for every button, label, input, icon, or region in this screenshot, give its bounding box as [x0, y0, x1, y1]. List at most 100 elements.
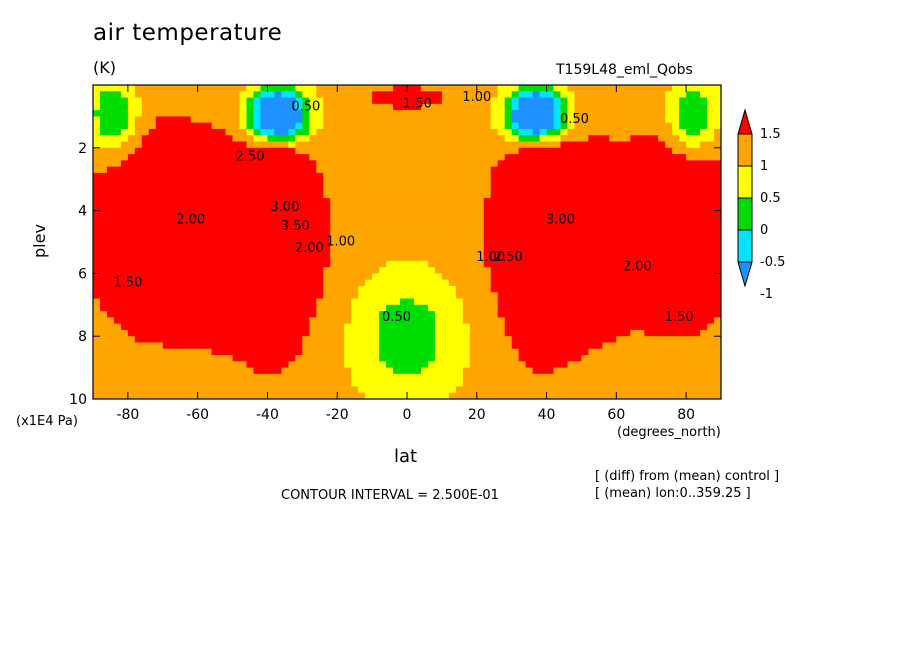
field-cell	[253, 122, 262, 130]
field-cell	[630, 154, 638, 161]
field-cell	[553, 210, 562, 218]
field-cell	[407, 367, 415, 375]
field-cell	[462, 267, 471, 274]
field-cell	[330, 386, 338, 394]
field-cell	[490, 298, 499, 306]
field-cell	[686, 198, 694, 205]
field-cell	[630, 298, 638, 306]
field-cell	[581, 128, 590, 136]
field-cell	[707, 85, 715, 92]
field-cell	[707, 386, 715, 394]
field-cell	[413, 342, 422, 350]
field-cell	[393, 160, 401, 168]
field-cell	[267, 160, 276, 168]
field-cell	[413, 355, 422, 362]
field-cell	[679, 298, 687, 306]
field-cell	[127, 273, 136, 281]
field-cell	[553, 342, 562, 350]
field-cell	[679, 273, 687, 281]
field-cell	[120, 260, 129, 268]
field-cell	[190, 304, 199, 312]
field-cell	[183, 254, 192, 262]
field-cell	[232, 160, 241, 168]
field-cell	[127, 348, 136, 356]
field-cell	[462, 85, 471, 92]
field-cell	[427, 210, 436, 218]
field-cell	[497, 91, 506, 99]
field-cell	[218, 216, 227, 224]
field-cell	[609, 267, 617, 274]
field-cell	[476, 128, 485, 136]
field-cell	[539, 348, 548, 356]
field-cell	[630, 128, 638, 136]
field-cell	[532, 179, 541, 187]
field-cell	[148, 141, 157, 149]
field-cell	[658, 373, 666, 381]
field-cell	[616, 85, 624, 92]
field-cell	[176, 185, 185, 193]
field-cell	[651, 198, 659, 205]
field-cell	[532, 348, 541, 356]
field-cell	[302, 317, 310, 325]
field-cell	[588, 191, 596, 199]
field-cell	[427, 160, 436, 168]
field-cell	[490, 116, 499, 124]
field-cell	[253, 97, 262, 105]
field-cell	[274, 373, 282, 381]
field-cell	[344, 392, 352, 399]
field-cell	[260, 122, 269, 130]
field-cell	[169, 380, 178, 388]
field-cell	[267, 323, 276, 331]
field-cell	[567, 179, 576, 187]
field-cell	[211, 160, 220, 168]
field-cell	[644, 85, 652, 92]
field-cell	[490, 367, 499, 375]
field-cell	[567, 348, 576, 356]
field-cell	[344, 185, 352, 193]
field-cell	[253, 179, 262, 187]
field-cell	[246, 166, 255, 174]
field-cell	[169, 166, 178, 174]
field-cell	[511, 386, 520, 394]
field-cell	[190, 216, 199, 224]
field-cell	[225, 285, 234, 293]
field-cell	[197, 116, 206, 124]
field-cell	[183, 235, 192, 243]
field-cell	[644, 235, 652, 243]
field-cell	[169, 103, 178, 111]
field-cell	[490, 336, 499, 344]
field-cell	[476, 373, 485, 381]
field-cell	[155, 116, 164, 124]
field-cell	[225, 191, 234, 199]
field-cell	[225, 85, 234, 92]
field-cell	[567, 355, 576, 362]
field-cell	[448, 242, 457, 249]
field-cell	[197, 267, 206, 274]
field-cell	[141, 103, 150, 111]
field-cell	[281, 122, 289, 130]
field-cell	[455, 304, 464, 312]
field-cell	[427, 260, 436, 268]
field-cell	[148, 116, 157, 124]
field-cell	[211, 260, 220, 268]
field-cell	[232, 361, 241, 369]
field-cell	[232, 185, 241, 193]
x-axis-units: (degrees_north)	[617, 425, 721, 440]
field-cell	[106, 191, 115, 199]
field-cell	[700, 285, 708, 293]
field-cell	[707, 141, 715, 149]
field-cell	[511, 116, 520, 124]
field-cell	[616, 229, 624, 237]
field-cell	[162, 85, 171, 92]
field-cell	[623, 135, 631, 143]
field-cell	[365, 248, 373, 256]
field-cell	[302, 122, 310, 130]
field-cell	[267, 367, 276, 375]
field-cell	[623, 285, 631, 293]
field-cell	[204, 147, 213, 155]
field-cell	[623, 216, 631, 224]
field-cell	[281, 355, 289, 362]
field-cell	[169, 185, 178, 193]
field-cell	[609, 185, 617, 193]
field-cell	[693, 210, 701, 218]
